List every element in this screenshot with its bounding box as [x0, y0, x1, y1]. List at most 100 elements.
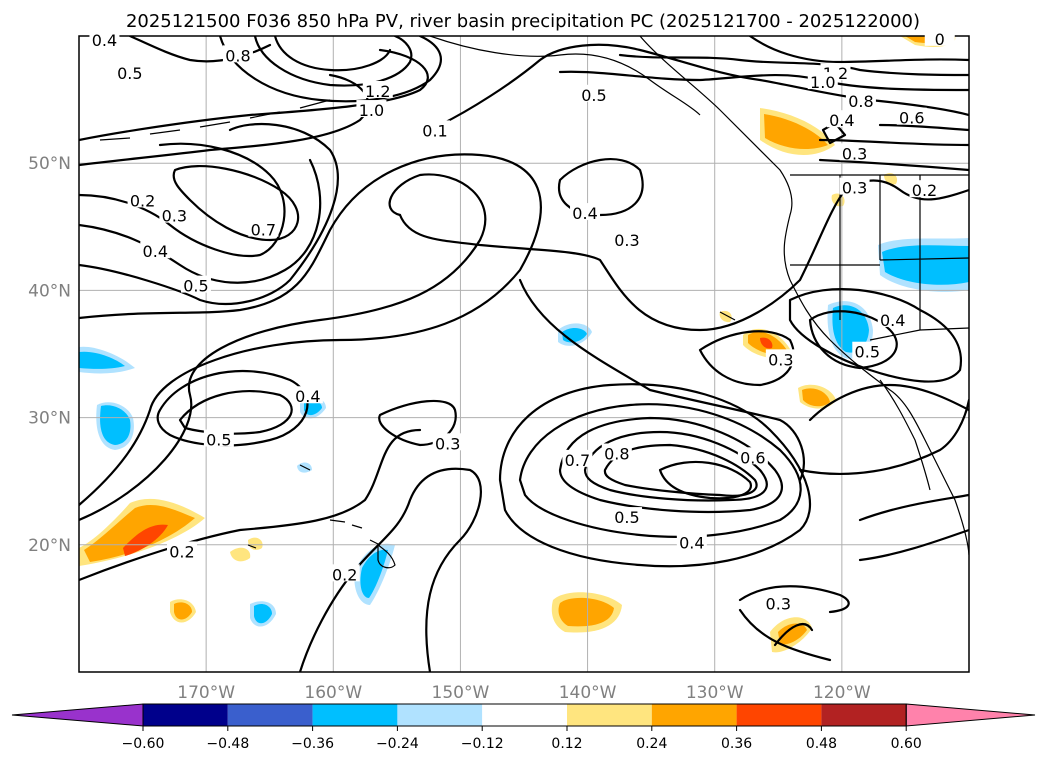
pv-contour-line — [398, 179, 969, 332]
contour-label-background — [676, 532, 707, 550]
pv-contour-line — [818, 158, 969, 172]
contour-label: 0.4 — [572, 204, 597, 223]
pv-contour-line — [858, 493, 969, 522]
contour-label-background — [420, 120, 450, 138]
contour-label: 0.2 — [169, 542, 194, 561]
contour-label: 0.3 — [614, 231, 639, 250]
longitude-label: 120°W — [813, 683, 871, 703]
contour-label: 0.2 — [912, 181, 937, 200]
pv-contour-line — [558, 416, 783, 514]
pv-contour-line — [79, 428, 422, 582]
pv-contour-line — [273, 36, 392, 72]
colorbar-tick-label: −0.60 — [122, 736, 165, 752]
contour-label: 0.5 — [206, 430, 231, 449]
contour-label-background — [222, 45, 253, 63]
contour-label-background — [611, 507, 642, 525]
colorbar-segment — [227, 704, 313, 726]
contour-label-background — [248, 219, 279, 237]
pv-contour-line — [518, 403, 802, 538]
colorbar-extend-min — [11, 703, 144, 727]
shade-positive-region — [884, 173, 898, 185]
contour-label: 0 — [935, 30, 945, 49]
pv-contour-line — [79, 122, 339, 306]
shade-positive-region — [174, 602, 192, 620]
contour-label: 0.4 — [679, 534, 704, 553]
colorbar-segment — [651, 704, 737, 726]
coastline-aleutians — [99, 99, 331, 141]
contour-label: 1.0 — [359, 101, 384, 120]
pv-contour-line — [156, 369, 309, 447]
contour-label: 0.1 — [422, 121, 447, 140]
contour-label: 0.3 — [766, 595, 791, 614]
contour-label-background — [924, 28, 955, 46]
colorbar-frame — [142, 703, 907, 727]
longitude-label: 150°W — [432, 683, 490, 703]
contour-label: 0.8 — [848, 92, 873, 111]
contour-label: 0.3 — [842, 179, 867, 198]
pv-contour-line — [298, 467, 482, 672]
pv-contour-line — [79, 142, 286, 257]
coastline-alaska — [429, 36, 701, 116]
contour-label: 0.4 — [295, 387, 320, 406]
contour-label: 0.5 — [855, 343, 880, 362]
colorbar-tick-label: −0.36 — [291, 736, 334, 752]
contour-label: 0.3 — [162, 207, 187, 226]
coastline-islands — [247, 311, 736, 549]
latitude-label: 20°N — [28, 536, 71, 556]
colorbar-tick-label: −0.48 — [206, 736, 249, 752]
contour-label-background — [877, 309, 908, 327]
latitude-labels: 50°N 40°N 30°N 20°N — [28, 154, 71, 556]
pv-contour-line — [788, 288, 963, 383]
pv-contour-line — [878, 123, 969, 132]
shade-positive-region — [123, 524, 168, 556]
colorbar-tick-label: 0.60 — [891, 736, 922, 752]
contour-label-background — [127, 190, 158, 208]
latitude-label: 30°N — [28, 409, 71, 429]
shade-negative-region — [254, 603, 272, 624]
shade-positive-region — [764, 114, 828, 150]
colorbar-segment — [397, 704, 483, 726]
contour-label: 0.8 — [604, 444, 629, 463]
pv-contour-line — [658, 460, 753, 500]
pv-contour-line — [218, 36, 442, 103]
pv-contour-line — [773, 623, 814, 647]
contour-label-background — [737, 447, 768, 465]
pv-contour-line — [618, 53, 969, 77]
contour-label-background — [852, 341, 883, 359]
contour-label-background — [356, 100, 387, 118]
map-frame — [78, 35, 970, 673]
shade-negative-region — [882, 245, 969, 285]
contour-label-background — [329, 564, 360, 582]
pv-contour-line — [79, 153, 542, 507]
longitude-label: 130°W — [686, 683, 744, 703]
pv-contour-line — [808, 310, 898, 370]
contour-label-background — [159, 205, 190, 223]
contour-label: 0.3 — [842, 144, 867, 163]
contour-label-background — [432, 433, 463, 451]
shade-negative-region — [100, 405, 131, 445]
colorbar-segment — [821, 704, 907, 726]
colorbar-tick-label: 0.24 — [636, 736, 667, 752]
pv-contour-line — [798, 398, 969, 475]
contour-label-background — [845, 91, 876, 109]
pv-contour-line — [79, 48, 429, 142]
colorbar-tick-label: −0.24 — [376, 736, 419, 752]
contour-label: 0.3 — [435, 434, 460, 453]
contour-label-background — [765, 349, 796, 367]
colorbar-segment — [312, 704, 398, 726]
contour-label-background — [826, 110, 857, 128]
contour-label: 1.0 — [810, 73, 835, 92]
colorbar-extend-max — [905, 703, 1036, 727]
contour-label-background — [89, 30, 120, 48]
contour-label-background — [140, 241, 171, 259]
pv-contour-line — [172, 164, 300, 242]
shade-positive-region — [230, 547, 251, 562]
pv-contour-line — [378, 399, 457, 447]
pv-contour-line — [498, 383, 812, 568]
longitude-label: 160°W — [304, 683, 362, 703]
shade-positive-region — [778, 623, 807, 645]
colorbar-tick-label: 0.12 — [551, 736, 582, 752]
coastlines — [99, 36, 969, 569]
contour-label: 0.5 — [117, 64, 142, 83]
contour-label-background — [578, 84, 609, 102]
